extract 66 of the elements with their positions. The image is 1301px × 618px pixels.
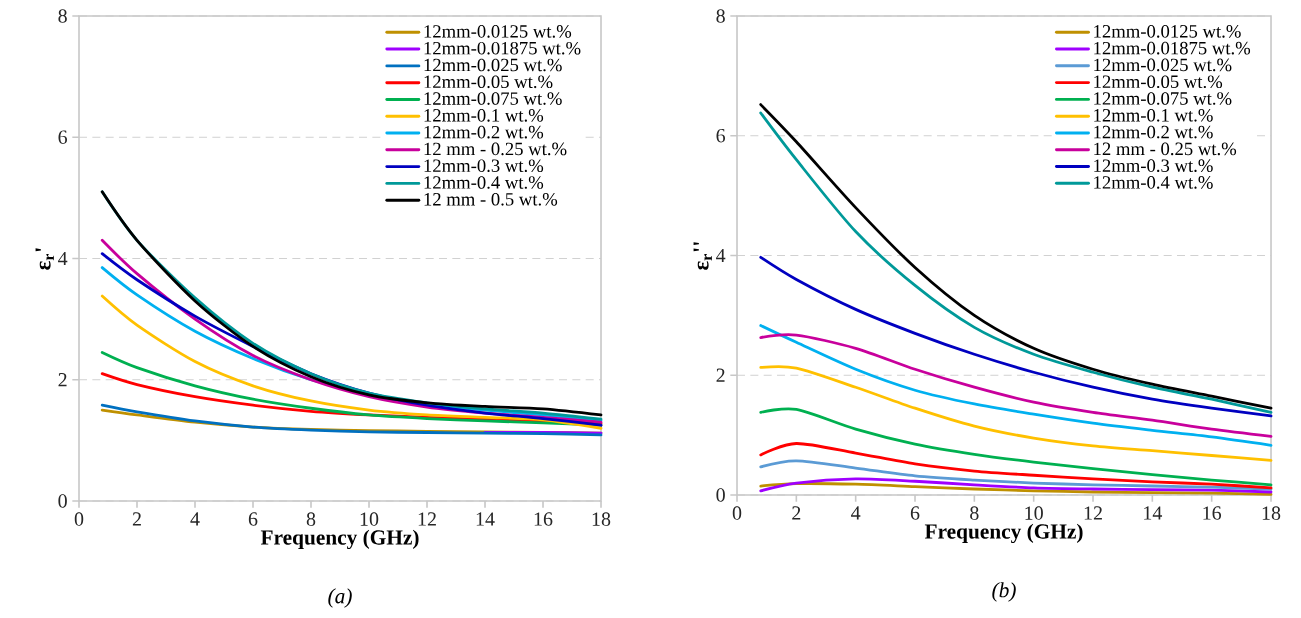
x-tick-label: 18 bbox=[1262, 506, 1281, 520]
x-tick-label: 10 bbox=[1025, 506, 1043, 520]
legend-label: 12mm-0.05 wt.% bbox=[424, 75, 553, 89]
line-series bbox=[759, 477, 1273, 494]
line-series bbox=[100, 294, 603, 430]
y-tick-label: 8 bbox=[716, 9, 725, 23]
x-tick-label: 12 bbox=[1084, 506, 1102, 520]
x-tick-label: 14 bbox=[1144, 506, 1163, 520]
y-tick-label: 0 bbox=[716, 488, 725, 502]
legend-label: 12 mm - 0.25 wt.% bbox=[1094, 142, 1237, 156]
x-tick-label: 2 bbox=[132, 512, 141, 526]
legend-label: 12mm-0.01875 wt.% bbox=[1094, 41, 1251, 55]
legend-label: 12mm-0.4 wt.% bbox=[424, 176, 544, 189]
legend-label: 12mm-0.05 wt.% bbox=[1094, 75, 1223, 89]
y-tick-label: 0 bbox=[58, 494, 67, 508]
line-series bbox=[759, 255, 1273, 418]
legend-label: 12mm-0.3 wt.% bbox=[424, 159, 544, 173]
y-tick-label: 2 bbox=[716, 368, 725, 382]
y-tick-label: 6 bbox=[716, 129, 726, 143]
x-tick-label: 18 bbox=[592, 512, 611, 526]
legend-label: 12mm-0.0125 wt.% bbox=[424, 25, 572, 38]
line-series bbox=[100, 351, 603, 427]
legend-label: 12mm-0.1 wt.% bbox=[1094, 108, 1213, 122]
x-tick-label: 14 bbox=[476, 512, 495, 526]
x-axis-title: Frequency (GHz) bbox=[260, 529, 419, 550]
x-tick-label: 6 bbox=[248, 512, 258, 526]
legend-label: 12mm-0.2 wt.% bbox=[1094, 125, 1213, 139]
x-tick-label: 0 bbox=[74, 512, 84, 526]
x-tick-label: 16 bbox=[1203, 506, 1222, 520]
y-tick-label: 2 bbox=[58, 373, 67, 387]
line-series bbox=[759, 407, 1273, 487]
legend-label: 12mm-0.01875 wt.% bbox=[424, 41, 581, 55]
legend-label: 12mm-0.2 wt.% bbox=[424, 125, 544, 139]
x-tick-label: 10 bbox=[360, 512, 379, 526]
legend-label: 12mm-0.3 wt.% bbox=[1094, 159, 1213, 173]
y-tick-label: 6 bbox=[58, 130, 68, 144]
x-tick-label: 16 bbox=[534, 512, 553, 526]
legend-label: 12mm-0.075 wt.% bbox=[424, 92, 562, 105]
line-series bbox=[759, 482, 1273, 496]
x-tick-label: 6 bbox=[910, 506, 920, 520]
y-axis-title: ε$_{r}$' bbox=[35, 248, 54, 270]
legend-label: 12 mm - 0.25 wt.% bbox=[424, 142, 567, 156]
x-tick-label: 4 bbox=[851, 506, 861, 520]
legend-label: 12mm-0.075 wt.% bbox=[1094, 92, 1232, 105]
legend-label: 12mm-0.025 wt.% bbox=[424, 58, 562, 72]
legend-label: 12mm-0.025 wt.% bbox=[1094, 58, 1232, 72]
legend-label: 12mm-0.1 wt.% bbox=[424, 109, 544, 122]
y-tick-label: 4 bbox=[58, 251, 68, 266]
x-tick-label: 4 bbox=[190, 512, 200, 526]
y-axis-title: ε$_{r}$'' bbox=[693, 242, 712, 270]
legend-label: 12 mm - 0.5 wt.% bbox=[424, 192, 558, 206]
line-series bbox=[759, 459, 1273, 491]
text: (a) bbox=[328, 588, 352, 608]
y-tick-label: 4 bbox=[716, 248, 726, 263]
text: (b) bbox=[992, 582, 1016, 602]
x-axis-title: Frequency (GHz) bbox=[924, 523, 1083, 544]
x-tick-label: 2 bbox=[792, 506, 801, 520]
x-tick-label: 12 bbox=[418, 512, 436, 526]
legend-label: 12mm-0.4 wt.% bbox=[1094, 176, 1213, 189]
x-tick-label: 8 bbox=[306, 512, 316, 526]
line-series bbox=[759, 442, 1273, 490]
x-tick-label: 0 bbox=[732, 506, 742, 520]
x-tick-label: 8 bbox=[970, 506, 979, 520]
y-tick-label: 8 bbox=[58, 9, 67, 23]
legend-label: 12mm-0.0125 wt.% bbox=[1094, 25, 1241, 38]
line-series bbox=[759, 365, 1273, 462]
